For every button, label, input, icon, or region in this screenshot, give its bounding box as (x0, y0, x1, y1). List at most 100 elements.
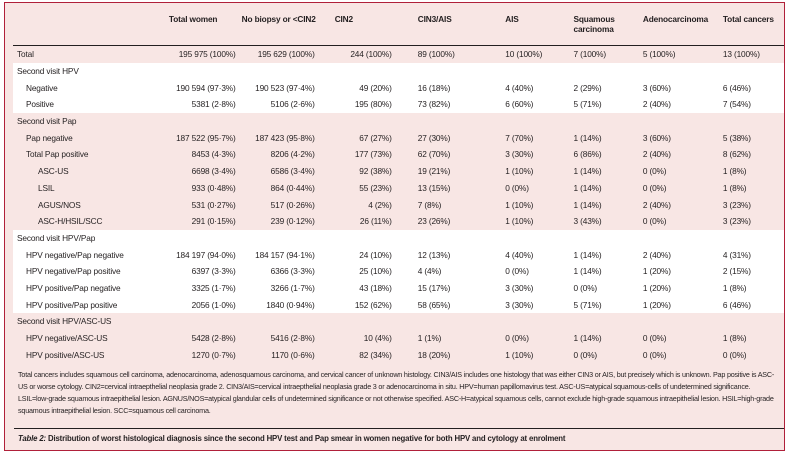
row-label: HPV negative/ASC-US (26, 333, 108, 344)
table-cell (398, 313, 500, 330)
table-cell: 1 (10%) (505, 349, 534, 360)
table-cell: 1 (10%) (505, 216, 534, 227)
row-label: Negative (13, 79, 162, 97)
table-cell: 19 (21%) (417, 166, 451, 177)
table-cell: 1270 (0·7%) (191, 349, 236, 360)
column-header: Total women (161, 7, 242, 46)
table-cell: 3 (60%) (640, 79, 719, 97)
table-cell: 1 (10%) (505, 199, 534, 210)
table-cell (499, 113, 571, 130)
table-cell: 8206 (4·2%) (270, 149, 315, 160)
table-cell: 3 (23%) (722, 199, 751, 210)
table-cell: 2 (40%) (640, 246, 719, 263)
column-header: CIN3/AIS (397, 7, 500, 46)
table-cell: 0 (0%) (722, 349, 747, 360)
table-cell: 6586 (3·4%) (270, 166, 315, 177)
results-table: Total women No biopsy or <CIN2 CIN2 CIN3/AI… (13, 7, 784, 363)
row-label: HPV negative/Pap negative (13, 246, 162, 263)
table-cell (718, 62, 784, 80)
row-label: Total Pap positive (26, 149, 89, 160)
table-cell: 89 (100%) (417, 49, 455, 60)
table-cell: 195 629 (100%) (257, 49, 315, 60)
table-cell: 187 522 (95·7%) (176, 132, 236, 143)
group-header-row: Second visit Pap (13, 113, 784, 130)
table-cell (161, 62, 242, 80)
table-cell: 2 (29%) (571, 79, 641, 97)
table-cell: 152 (62%) (320, 296, 398, 313)
table-cell: 49 (20%) (320, 79, 398, 97)
table-cell: 3 (30%) (499, 279, 572, 297)
table-cell: 1 (14%) (573, 199, 602, 210)
table-cell (321, 113, 398, 130)
table-cell: 8453 (4·3%) (191, 149, 236, 160)
table-cell (640, 62, 719, 80)
table-cell: 195 975 (100%) (178, 49, 236, 60)
table-row: HPV negative/Pap negative 184 197 (94·0%)… (13, 246, 784, 263)
table-cell: 58 (65%) (397, 296, 500, 313)
table-cell: 6 (46%) (718, 79, 784, 97)
table-row: AGUS/NOS 531 (0·27%) 517 (0·26%) 4 (2%) 7 (8… (13, 196, 784, 213)
table-cell: 8 (62%) (722, 149, 751, 160)
table-cell (397, 62, 500, 80)
table-cell: 55 (23%) (359, 182, 392, 193)
table-cell: 12 (13%) (397, 246, 500, 263)
table-cell: 0 (0%) (642, 333, 667, 344)
table-cell (719, 313, 784, 330)
table-cell: 0 (0%) (642, 349, 667, 360)
table-cell (572, 313, 641, 330)
header-row: Total women No biopsy or <CIN2 CIN2 CIN3/AI… (13, 7, 784, 46)
row-label: Second visit HPV (13, 62, 162, 80)
table-cell: 239 (0·12%) (270, 216, 315, 227)
table-cell: 6 (46%) (718, 296, 784, 313)
column-header: Squamous carcinoma (571, 7, 641, 46)
row-label: ASC-H/HSIL/SCC (38, 216, 103, 227)
table-cell: 1 (8%) (722, 333, 747, 344)
table-cell: 4 (4%) (397, 262, 500, 280)
row-label: LSIL (38, 182, 55, 193)
table-cell: 1 (1%) (417, 333, 442, 344)
table-cell: 2 (40%) (640, 96, 719, 113)
table-footnote: Total cancers includes squamous cell car… (18, 370, 775, 415)
table-cell: 0 (0%) (573, 349, 598, 360)
table-cell: 6 (60%) (499, 96, 572, 113)
table-cell: 3266 (1·7%) (241, 279, 321, 297)
table-cell: 67 (27%) (359, 132, 392, 143)
table-cell: 6698 (3·4%) (191, 166, 236, 177)
table-cell: 1 (14%) (573, 182, 602, 193)
table-cell: 0 (0%) (642, 216, 667, 227)
table-cell: 0 (0%) (505, 333, 529, 344)
table-row: Negative 190 594 (97·3%) 190 523 (97·4%) 49… (13, 79, 784, 97)
column-header: No biopsy or <CIN2 (241, 7, 321, 46)
row-label: Positive (13, 96, 162, 113)
table-row: Total Pap positive 8453 (4·3%) 8206 (4·2%)… (13, 146, 784, 163)
table-cell (162, 113, 242, 130)
table-cell: 7 (54%) (718, 96, 784, 113)
table-cell: 2056 (1·0%) (161, 296, 242, 313)
table-cell: 2 (15%) (718, 262, 784, 280)
table-cell: 5 (100%) (642, 49, 676, 60)
table-cell: 1170 (0·6%) (271, 349, 315, 360)
table-cell: 73 (82%) (397, 96, 500, 113)
table-cell: 1 (14%) (571, 246, 641, 263)
table-cell: 864 (0·44%) (270, 182, 315, 193)
row-label: HPV positive/ASC-US (26, 349, 105, 360)
table-cell (397, 229, 500, 247)
group-header-row: Second visit HPV (13, 62, 784, 80)
table-cell: 3325 (1·7%) (161, 279, 242, 297)
table-cell: 1 (20%) (640, 279, 719, 297)
table-cell: 43 (18%) (320, 279, 398, 297)
table-cell (571, 62, 641, 80)
row-label: HPV positive/Pap negative (13, 279, 162, 297)
table-cell: 5 (71%) (571, 296, 641, 313)
table-cell: 7 (100%) (573, 49, 607, 60)
table-cell: 5381 (2·8%) (161, 96, 242, 113)
table-cell: 24 (10%) (320, 246, 398, 263)
table-cell: 7 (70%) (505, 132, 534, 143)
table-cell: 0 (0%) (499, 262, 572, 280)
table-cell (398, 113, 500, 130)
table-cell: 25 (10%) (320, 262, 398, 280)
table-cell (320, 62, 398, 80)
table-row: Total 195 975 (100%) 195 629 (100%) 244 (10… (13, 46, 784, 63)
group-header-row: Second visit HPV/ASC-US (13, 313, 784, 330)
table-cell: 517 (0·26%) (270, 199, 315, 210)
